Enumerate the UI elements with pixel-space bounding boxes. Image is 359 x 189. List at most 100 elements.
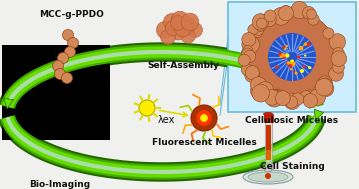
Circle shape	[319, 78, 332, 91]
Circle shape	[275, 65, 279, 69]
Circle shape	[278, 52, 281, 56]
Circle shape	[163, 13, 181, 31]
Circle shape	[279, 53, 284, 58]
Circle shape	[255, 14, 268, 28]
Circle shape	[191, 105, 217, 131]
Circle shape	[180, 17, 196, 33]
Circle shape	[272, 7, 290, 25]
Circle shape	[245, 66, 259, 80]
Circle shape	[284, 93, 300, 109]
Circle shape	[61, 73, 66, 79]
Circle shape	[61, 73, 73, 84]
Circle shape	[304, 43, 307, 46]
Circle shape	[329, 67, 344, 81]
Circle shape	[262, 12, 276, 27]
Circle shape	[67, 36, 74, 42]
Polygon shape	[314, 109, 323, 120]
Bar	[265, 120, 272, 170]
Circle shape	[270, 89, 285, 105]
Circle shape	[318, 81, 334, 97]
Circle shape	[67, 37, 79, 49]
Circle shape	[258, 84, 272, 98]
Circle shape	[285, 96, 298, 108]
Circle shape	[69, 44, 75, 50]
Circle shape	[251, 26, 263, 38]
Circle shape	[315, 78, 333, 96]
Bar	[228, 2, 356, 112]
Circle shape	[309, 89, 325, 106]
Circle shape	[64, 52, 70, 58]
Circle shape	[300, 69, 304, 73]
Circle shape	[196, 110, 212, 126]
Circle shape	[299, 46, 303, 50]
Circle shape	[323, 28, 334, 39]
Circle shape	[317, 76, 332, 91]
Circle shape	[307, 9, 317, 19]
Text: MCC-g-PPDO: MCC-g-PPDO	[39, 10, 104, 19]
Circle shape	[295, 72, 298, 75]
Circle shape	[331, 51, 347, 67]
Polygon shape	[4, 98, 14, 109]
Circle shape	[242, 33, 256, 46]
Circle shape	[303, 90, 317, 104]
Circle shape	[250, 77, 267, 93]
Circle shape	[297, 56, 300, 59]
Circle shape	[286, 61, 290, 65]
Circle shape	[287, 61, 290, 65]
Circle shape	[171, 16, 185, 30]
Circle shape	[333, 47, 344, 59]
Text: Self-Assembly: Self-Assembly	[147, 60, 219, 70]
Circle shape	[171, 26, 185, 40]
Circle shape	[242, 48, 252, 58]
Circle shape	[160, 29, 176, 44]
Circle shape	[316, 88, 327, 98]
Bar	[2, 45, 110, 140]
Circle shape	[303, 65, 306, 68]
Circle shape	[329, 34, 346, 50]
Circle shape	[62, 29, 74, 40]
Circle shape	[165, 20, 181, 36]
Circle shape	[200, 114, 208, 122]
Circle shape	[244, 50, 256, 62]
Circle shape	[181, 13, 199, 31]
Circle shape	[285, 53, 289, 58]
Circle shape	[238, 54, 250, 66]
Circle shape	[303, 6, 315, 19]
Circle shape	[306, 43, 310, 46]
Text: λex: λex	[158, 115, 176, 125]
Circle shape	[290, 62, 295, 67]
Circle shape	[171, 11, 189, 29]
Circle shape	[264, 90, 280, 105]
Circle shape	[268, 90, 284, 106]
Circle shape	[279, 6, 294, 21]
Circle shape	[265, 173, 271, 179]
Circle shape	[55, 68, 65, 80]
Circle shape	[181, 29, 195, 43]
Circle shape	[332, 61, 344, 73]
Circle shape	[300, 91, 312, 103]
Circle shape	[253, 25, 264, 35]
Circle shape	[57, 59, 64, 65]
Circle shape	[252, 84, 270, 102]
Circle shape	[242, 36, 260, 53]
Circle shape	[281, 5, 291, 16]
Circle shape	[291, 1, 308, 19]
Text: Bio-Imaging: Bio-Imaging	[29, 180, 90, 189]
Circle shape	[242, 48, 253, 60]
Text: Fluorescent Micelles: Fluorescent Micelles	[151, 138, 256, 147]
Circle shape	[241, 64, 253, 76]
Circle shape	[275, 91, 290, 106]
Circle shape	[282, 46, 285, 49]
Ellipse shape	[243, 170, 293, 184]
Ellipse shape	[248, 172, 288, 182]
Circle shape	[304, 54, 307, 57]
Circle shape	[251, 83, 266, 99]
Circle shape	[56, 67, 62, 73]
Ellipse shape	[265, 168, 271, 172]
Circle shape	[65, 46, 75, 57]
Circle shape	[252, 14, 269, 30]
Text: Cellulosic Micelles: Cellulosic Micelles	[246, 116, 339, 125]
Circle shape	[286, 45, 288, 47]
Bar	[266, 150, 270, 160]
Circle shape	[313, 84, 326, 97]
